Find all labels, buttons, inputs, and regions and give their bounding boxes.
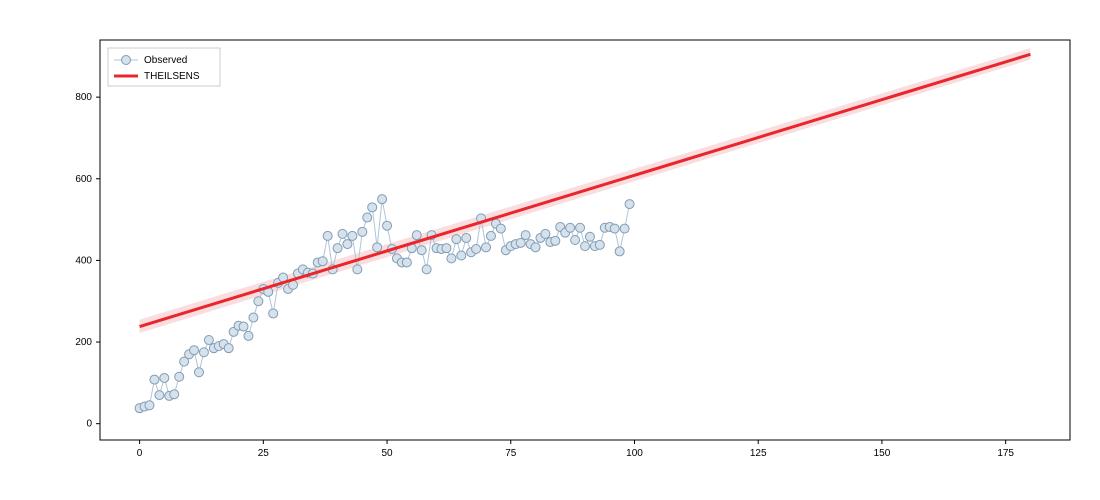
observed-marker bbox=[318, 257, 327, 266]
observed-marker bbox=[190, 346, 199, 355]
y-tick-label: 400 bbox=[75, 255, 92, 266]
observed-marker bbox=[551, 236, 560, 245]
observed-marker bbox=[333, 244, 342, 253]
observed-marker bbox=[472, 244, 481, 253]
observed-marker bbox=[486, 231, 495, 240]
observed-marker bbox=[194, 368, 203, 377]
observed-marker bbox=[239, 322, 248, 331]
theilsens-line bbox=[140, 54, 1031, 326]
observed-marker bbox=[576, 223, 585, 232]
observed-marker bbox=[224, 344, 233, 353]
observed-marker bbox=[615, 247, 624, 256]
observed-marker bbox=[462, 233, 471, 242]
observed-marker bbox=[170, 390, 179, 399]
observed-marker bbox=[155, 391, 164, 400]
observed-marker bbox=[585, 232, 594, 241]
x-tick-label: 50 bbox=[381, 448, 393, 459]
observed-marker bbox=[378, 195, 387, 204]
observed-marker bbox=[254, 297, 263, 306]
x-tick-label: 100 bbox=[626, 448, 643, 459]
observed-marker bbox=[531, 243, 540, 252]
y-tick-label: 0 bbox=[86, 419, 92, 430]
x-tick-label: 75 bbox=[505, 448, 517, 459]
observed-marker bbox=[204, 336, 213, 345]
observed-marker bbox=[442, 244, 451, 253]
x-tick-label: 25 bbox=[258, 448, 270, 459]
observed-marker bbox=[402, 258, 411, 267]
observed-marker bbox=[595, 240, 604, 249]
observed-marker bbox=[482, 243, 491, 252]
observed-marker bbox=[566, 223, 575, 232]
chart-container: 0 25 50 75 100 125 150 175 0 200 400 600 800 Observed… bbox=[0, 0, 1100, 500]
observed-marker bbox=[581, 242, 590, 251]
observed-marker bbox=[571, 236, 580, 245]
y-tick-label: 600 bbox=[75, 174, 92, 185]
observed-marker bbox=[620, 224, 629, 233]
legend-observed-marker bbox=[122, 56, 131, 65]
observed-marker bbox=[175, 372, 184, 381]
observed-marker bbox=[343, 240, 352, 249]
observed-marker bbox=[249, 313, 258, 322]
observed-marker bbox=[269, 309, 278, 318]
observed-marker bbox=[417, 246, 426, 255]
observed-marker bbox=[625, 200, 634, 209]
chart-svg: 0 25 50 75 100 125 150 175 0 200 400 600 800 Observed… bbox=[0, 0, 1100, 500]
observed-marker bbox=[383, 221, 392, 230]
observed-marker bbox=[348, 231, 357, 240]
x-tick-label: 0 bbox=[137, 448, 143, 459]
y-tick-label: 200 bbox=[75, 337, 92, 348]
observed-marker bbox=[150, 375, 159, 384]
observed-marker bbox=[412, 231, 421, 240]
observed-marker bbox=[541, 229, 550, 238]
x-tick-label: 175 bbox=[997, 448, 1014, 459]
x-tick-label: 150 bbox=[874, 448, 891, 459]
y-tick-label: 800 bbox=[75, 92, 92, 103]
observed-marker bbox=[610, 224, 619, 233]
observed-marker bbox=[353, 265, 362, 274]
observed-marker bbox=[452, 235, 461, 244]
observed-marker bbox=[358, 227, 367, 236]
legend-label: Observed bbox=[144, 55, 187, 66]
observed-marker bbox=[363, 213, 372, 222]
observed-marker bbox=[323, 231, 332, 240]
observed-marker bbox=[244, 331, 253, 340]
observed-marker bbox=[145, 401, 154, 410]
observed-marker bbox=[422, 265, 431, 274]
observed-marker bbox=[338, 229, 347, 238]
observed-marker bbox=[199, 348, 208, 357]
x-tick-label: 125 bbox=[750, 448, 767, 459]
observed-marker bbox=[457, 251, 466, 260]
observed-marker bbox=[521, 231, 530, 240]
observed-marker bbox=[447, 254, 456, 263]
observed-marker bbox=[368, 203, 377, 212]
observed-marker bbox=[373, 243, 382, 252]
observed-marker bbox=[160, 373, 169, 382]
plot-border bbox=[100, 40, 1070, 440]
legend-label: THEILSENS bbox=[144, 71, 200, 82]
observed-marker bbox=[496, 224, 505, 233]
